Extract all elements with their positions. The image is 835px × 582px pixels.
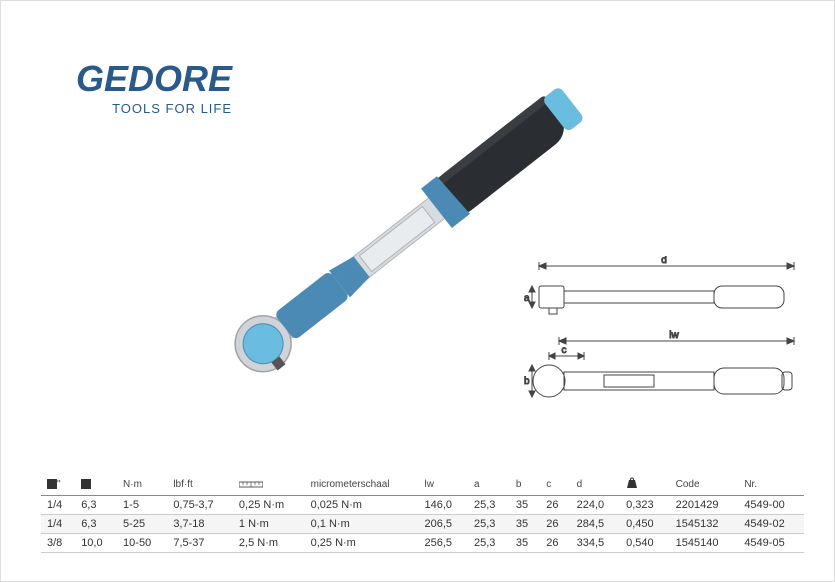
table-row: 1/4 6,3 1-5 0,75-3,7 0,25 N·m 0,025 N·m … <box>41 496 804 515</box>
table-row: 3/8 10,0 10-50 7,5-37 2,5 N·m 0,25 N·m 2… <box>41 534 804 553</box>
table-row: 1/4 6,3 5-25 3,7-18 1 N·m 0,1 N·m 206,5 … <box>41 515 804 534</box>
square-icon <box>47 479 57 489</box>
col-weight <box>620 474 670 496</box>
dim-b-label: b <box>524 376 530 387</box>
col-code: Code <box>670 474 739 496</box>
dim-c-label: c <box>562 345 567 356</box>
dim-d-label: d <box>661 256 667 266</box>
col-scale-step <box>233 474 305 496</box>
col-d: d <box>571 474 621 496</box>
table-header-row: " N·m lbf·ft micrometerschaal lw <box>41 474 804 496</box>
col-c: c <box>540 474 570 496</box>
dim-lw-label: lw <box>669 330 679 341</box>
col-lw: lw <box>418 474 468 496</box>
col-nr: Nr. <box>738 474 804 496</box>
col-nm: N·m <box>117 474 167 496</box>
table-body: 1/4 6,3 1-5 0,75-3,7 0,25 N·m 0,025 N·m … <box>41 496 804 553</box>
technical-diagram: d a lw b <box>504 256 804 436</box>
col-micrometer: micrometerschaal <box>305 474 419 496</box>
weight-icon <box>626 477 638 489</box>
col-a: a <box>468 474 510 496</box>
col-drive-mm <box>75 474 117 496</box>
spec-table: " N·m lbf·ft micrometerschaal lw <box>41 474 804 553</box>
col-b: b <box>510 474 540 496</box>
ruler-icon <box>239 480 263 488</box>
square-icon <box>81 479 91 489</box>
col-drive-inch: " <box>41 474 75 496</box>
col-lbfft: lbf·ft <box>167 474 233 496</box>
